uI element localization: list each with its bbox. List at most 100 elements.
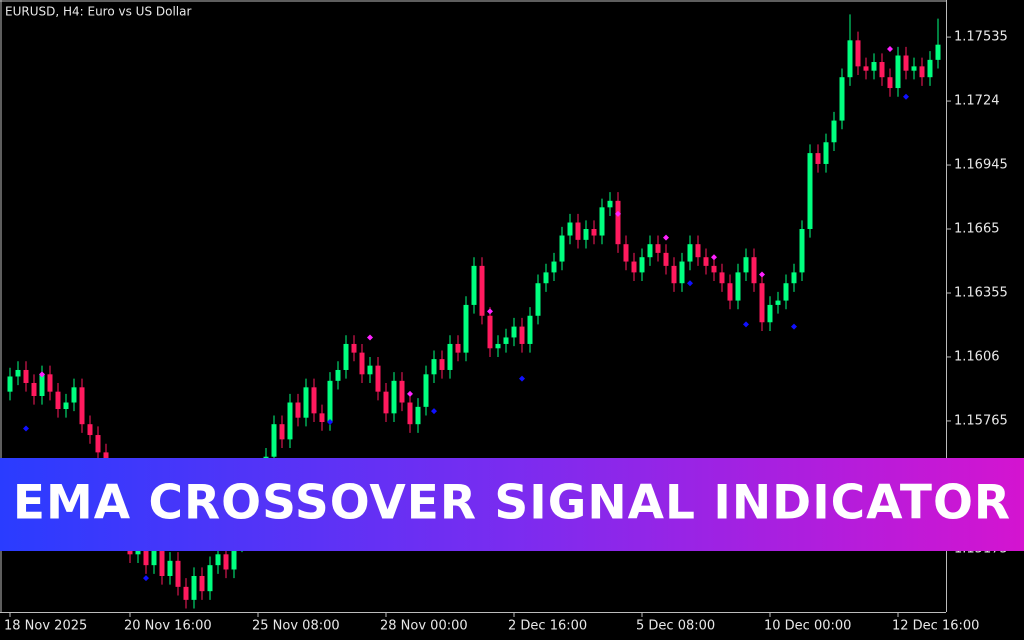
- candle-body: [271, 424, 277, 457]
- candle-body: [335, 369, 341, 381]
- signal-dot: [687, 280, 693, 287]
- candle-body: [231, 543, 237, 570]
- candle-body: [711, 265, 717, 273]
- x-tick-label: 12 Dec 16:00: [892, 619, 979, 634]
- candle-body: [839, 77, 845, 121]
- candle-body: [463, 304, 469, 353]
- signal-dot: [487, 308, 493, 315]
- candle-body: [591, 229, 597, 236]
- candle-body: [647, 244, 653, 258]
- candle-body: [903, 55, 909, 71]
- candle-body: [511, 326, 517, 338]
- candle-body: [847, 40, 853, 78]
- candle-body: [23, 369, 29, 383]
- chart-title: EURUSD, H4: Euro vs US Dollar: [5, 5, 191, 19]
- candle-body: [623, 244, 629, 262]
- x-tick-label: 25 Nov 08:00: [252, 619, 340, 634]
- candle-body: [407, 402, 413, 425]
- candle-body: [423, 374, 429, 407]
- candle-body: [655, 244, 661, 253]
- candle-body: [535, 283, 541, 316]
- candle-body: [791, 272, 797, 284]
- candle-body: [63, 402, 69, 410]
- x-tick-label: 28 Nov 00:00: [380, 619, 468, 634]
- candle-body: [679, 261, 685, 284]
- y-tick-label: 1.1665: [954, 222, 1000, 237]
- candle-body: [519, 326, 525, 344]
- candle-body: [359, 352, 365, 375]
- candle-body: [39, 374, 45, 396]
- candle-body: [927, 59, 933, 78]
- candle-body: [695, 244, 701, 258]
- candle-body: [159, 547, 165, 576]
- signal-dot: [743, 321, 749, 328]
- x-tick-label: 2 Dec 16:00: [508, 619, 587, 634]
- signal-dot: [327, 419, 333, 426]
- y-tick-label: 1.17535: [954, 30, 1008, 45]
- candle-body: [767, 304, 773, 323]
- candle-body: [55, 391, 61, 410]
- candle-body: [607, 200, 613, 208]
- candle-body: [751, 257, 757, 284]
- candle-body: [615, 200, 621, 245]
- banner: [0, 458, 1024, 551]
- candle-body: [871, 62, 877, 71]
- candle-body: [799, 229, 805, 273]
- signal-dot: [407, 390, 413, 397]
- signal-dot: [519, 375, 525, 382]
- candle-body: [663, 252, 669, 266]
- candle-body: [495, 343, 501, 349]
- candle-body: [319, 413, 325, 423]
- signal-dot: [759, 271, 765, 278]
- candle-body: [287, 402, 293, 440]
- candle-body: [895, 55, 901, 89]
- candle-body: [215, 554, 221, 566]
- x-tick-label: 10 Dec 00:00: [764, 619, 851, 634]
- candle-body: [447, 343, 453, 370]
- candle-body: [391, 380, 397, 414]
- candle-body: [87, 424, 93, 436]
- candle-body: [631, 261, 637, 273]
- signal-dot: [39, 371, 45, 378]
- candle-body: [551, 261, 557, 273]
- candle-body: [823, 142, 829, 164]
- candle-body: [279, 424, 285, 440]
- candle-body: [79, 387, 85, 425]
- candle-body: [639, 257, 645, 273]
- candle-body: [311, 387, 317, 414]
- y-tick-label: 1.16355: [954, 285, 1008, 300]
- candle-body: [71, 387, 77, 403]
- x-tick-label: 5 Dec 08:00: [636, 619, 715, 634]
- candle-body: [303, 387, 309, 418]
- candle-body: [567, 222, 573, 236]
- candle-body: [7, 376, 13, 392]
- candle-body: [775, 300, 781, 305]
- x-tick-label: 20 Nov 16:00: [124, 619, 212, 634]
- y-tick-label: 1.1724: [954, 94, 1000, 109]
- signal-dot: [663, 234, 669, 241]
- candle-body: [471, 265, 477, 305]
- candle-body: [503, 337, 509, 344]
- candle-body: [351, 343, 357, 353]
- candle-body: [343, 343, 349, 370]
- candle-body: [599, 207, 605, 236]
- signal-dot: [23, 425, 29, 432]
- candle-body: [479, 265, 485, 316]
- candle-body: [935, 44, 941, 60]
- candle-body: [223, 554, 229, 570]
- candle-body: [183, 586, 189, 600]
- signal-dot: [791, 323, 797, 330]
- candle-body: [47, 374, 53, 392]
- candle-body: [191, 576, 197, 600]
- banner-text: EMA CROSSOVER SIGNAL INDICATOR: [13, 476, 1011, 531]
- candle-body: [487, 315, 493, 349]
- signal-dot: [367, 334, 373, 341]
- candle-body: [543, 272, 549, 284]
- candle-body: [887, 77, 893, 89]
- y-tick-label: 1.1606: [954, 349, 1000, 364]
- candle-body: [879, 62, 885, 78]
- signal-dot: [431, 408, 437, 415]
- candle-body: [415, 406, 421, 425]
